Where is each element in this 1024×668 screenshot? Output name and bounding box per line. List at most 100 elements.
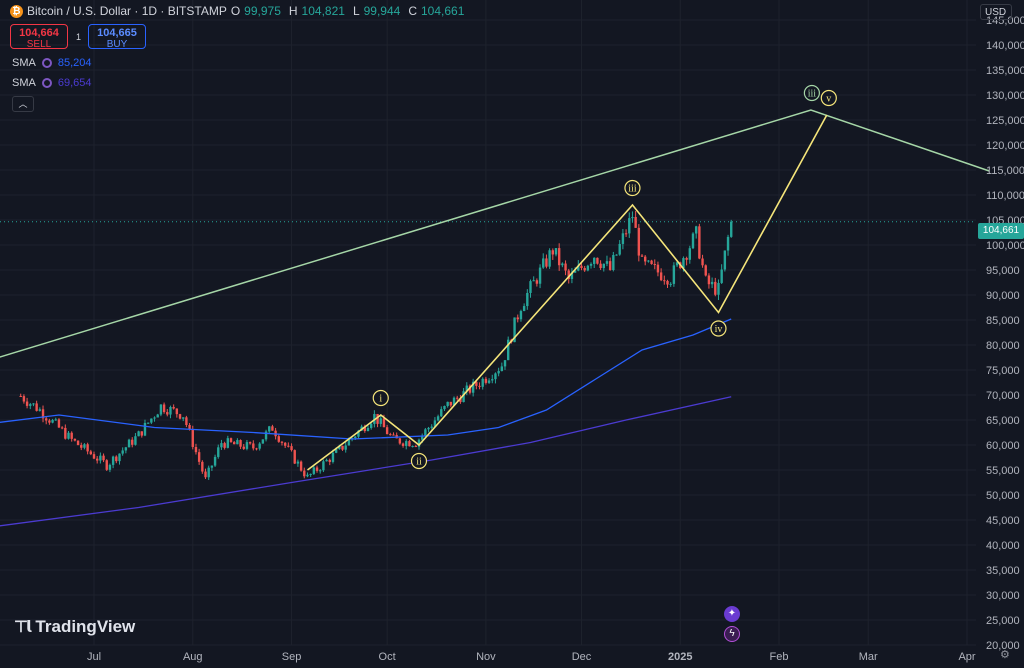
- x-tick-label: Feb: [770, 651, 789, 663]
- y-tick-label: 75,000: [986, 365, 1020, 377]
- x-tick-label: Sep: [282, 651, 302, 663]
- candle-body: [634, 216, 637, 228]
- candle-body: [45, 418, 48, 421]
- candle-body: [385, 427, 389, 435]
- candle-body: [341, 445, 344, 450]
- currency-selector[interactable]: USD: [980, 4, 1012, 20]
- candle-body: [618, 243, 621, 255]
- candle-body: [714, 281, 717, 295]
- indicator-settings-icon[interactable]: [41, 58, 52, 68]
- indicator-settings-icon[interactable]: [41, 78, 52, 88]
- candle-body: [293, 450, 296, 464]
- y-tick-label: 45,000: [986, 515, 1020, 527]
- candle-body: [86, 444, 89, 452]
- x-tick-label: Apr: [958, 651, 975, 663]
- candle-body: [462, 391, 465, 403]
- candle-body: [659, 272, 663, 281]
- candle-body: [105, 460, 108, 470]
- candle-body: [299, 461, 303, 471]
- candle-body: [124, 447, 128, 451]
- candle-body: [526, 292, 529, 307]
- candle-body: [647, 260, 650, 262]
- y-tick-label: 60,000: [986, 440, 1020, 452]
- candle-body: [602, 263, 605, 269]
- lightning-icon[interactable]: ϟ: [724, 626, 740, 642]
- candle-body: [497, 371, 500, 374]
- indicator-value: 85,204: [57, 57, 92, 69]
- candle-body: [484, 378, 488, 383]
- wave-label-i: i: [372, 389, 389, 407]
- x-tick-label: Dec: [572, 651, 592, 663]
- sma-fast-line: [0, 318, 732, 440]
- candle-body: [436, 416, 440, 421]
- buy-button[interactable]: 104,665 BUY: [88, 24, 146, 50]
- y-tick-label: 50,000: [986, 490, 1020, 502]
- indicator-sma-fast[interactable]: SMA 85,204: [12, 57, 92, 69]
- candle-body: [570, 272, 574, 279]
- order-quantity[interactable]: 1: [76, 32, 82, 42]
- candle-body: [363, 426, 367, 432]
- candle-body: [551, 250, 555, 255]
- candle-body: [245, 442, 249, 449]
- candle-body: [494, 373, 497, 380]
- candle-body: [538, 267, 542, 284]
- elliott-wave-line: [307, 114, 828, 471]
- indicator-sma-slow[interactable]: SMA 69,654: [12, 77, 92, 89]
- y-tick-label: 145,000: [986, 15, 1024, 27]
- plus-icon[interactable]: ✦: [724, 606, 740, 622]
- sell-button[interactable]: 104,664 SELL: [10, 24, 68, 50]
- candle-body: [401, 443, 405, 446]
- y-tick-label: 140,000: [986, 40, 1024, 52]
- y-tick-label: 65,000: [986, 415, 1020, 427]
- candle-body: [545, 258, 548, 267]
- candle-body: [408, 441, 411, 447]
- candle-body: [213, 456, 217, 466]
- candle-body: [95, 458, 99, 461]
- candle-body: [688, 248, 692, 260]
- y-tick-label: 90,000: [986, 290, 1020, 302]
- open-label: O: [230, 4, 241, 18]
- candle-body: [567, 270, 570, 279]
- candle-body: [503, 360, 507, 367]
- candle-body: [577, 265, 580, 271]
- candle-body: [67, 432, 70, 439]
- wave-label-circle: [820, 89, 837, 107]
- time-axis: Jul Aug Sep Oct Nov Dec 2025 Feb Mar Apr: [87, 651, 976, 663]
- gear-icon[interactable]: ⚙: [1000, 649, 1010, 661]
- candle-body: [694, 226, 698, 234]
- candle-body: [564, 263, 567, 271]
- candle-body: [522, 306, 526, 312]
- symbol-title: Bitcoin / U.S. Dollar · 1D · BITSTAMP: [27, 4, 227, 18]
- candle-body: [471, 381, 475, 393]
- candle-body: [723, 250, 727, 270]
- candle-body: [153, 417, 156, 419]
- last-price-tag: 104,661: [978, 223, 1024, 239]
- candle-body: [140, 431, 143, 436]
- candle-body: [561, 263, 564, 266]
- candle-body: [685, 258, 688, 260]
- chevron-up-icon[interactable]: ︿: [12, 96, 34, 112]
- candle-body: [41, 409, 45, 419]
- symbol-header[interactable]: ₿ Bitcoin / U.S. Dollar · 1D · BITSTAMP …: [10, 4, 468, 18]
- candle-body: [306, 474, 309, 477]
- candle-body: [29, 404, 32, 406]
- wave-label-text: iv: [715, 324, 723, 335]
- candle-body: [529, 281, 532, 293]
- candle-body: [334, 448, 338, 453]
- candle-body: [232, 442, 236, 445]
- candle-body: [89, 451, 93, 455]
- y-tick-label: 20,000: [986, 640, 1020, 652]
- candle-body: [268, 426, 271, 432]
- candle-body: [204, 471, 207, 478]
- candle-body: [589, 263, 593, 266]
- candle-body: [22, 396, 26, 402]
- close-label: C: [408, 4, 417, 18]
- candle-body: [468, 385, 472, 393]
- candle-body: [354, 436, 357, 439]
- candle-body: [118, 453, 121, 462]
- y-tick-label: 110,000: [986, 190, 1024, 202]
- candle-body: [229, 438, 233, 443]
- candle-body: [197, 452, 201, 462]
